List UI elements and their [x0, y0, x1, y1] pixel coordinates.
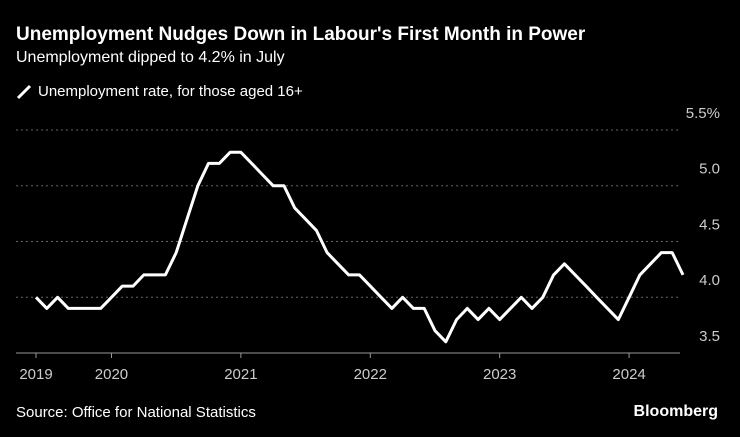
chart-title: Unemployment Nudges Down in Labour's Fir…	[16, 24, 586, 45]
x-tick-label: 2023	[483, 366, 516, 383]
chart-subtitle: Unemployment dipped to 4.2% in July	[16, 49, 285, 66]
source: Source: Office for National Statistics	[16, 404, 256, 421]
brand: Bloomberg	[634, 403, 718, 420]
x-tick-label: 2020	[95, 366, 128, 383]
y-tick-label: 5.0	[699, 161, 720, 178]
y-tick-label: 3.5	[699, 328, 720, 345]
legend-swatch	[16, 84, 32, 100]
x-tick-label: 2024	[612, 366, 645, 383]
y-tick-label: 4.5	[699, 216, 720, 233]
line-series	[34, 150, 685, 344]
legend-label: Unemployment rate, for those aged 16+	[38, 83, 303, 100]
y-tick-label: 4.0	[699, 272, 720, 289]
x-tick-label: 2019	[19, 366, 52, 383]
x-tick-label: 2022	[354, 366, 387, 383]
y-tick-label: 5.5%	[686, 105, 720, 122]
x-tick-label: 2021	[224, 366, 257, 383]
